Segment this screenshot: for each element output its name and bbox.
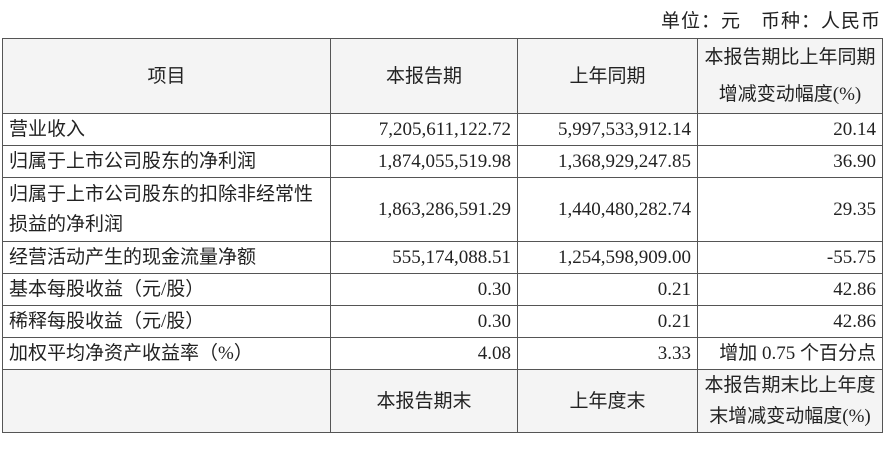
row-item: 营业收入 [2, 113, 331, 146]
table-row: 归属于上市公司股东的净利润 1,874,055,519.98 1,368,929… [2, 145, 883, 178]
row-change: 42.86 [697, 305, 883, 338]
unit-note: 单位：元 币种：人民币 [660, 11, 881, 32]
row-change: 20.14 [697, 113, 883, 146]
row-current: 4.08 [330, 337, 518, 370]
row-prior: 5,997,533,912.14 [517, 113, 698, 146]
footer-change: 本报告期末比上年度末增减变动幅度(%) [697, 369, 883, 433]
row-current: 0.30 [330, 305, 518, 338]
table-row: 基本每股收益（元/股） 0.30 0.21 42.86 [2, 273, 883, 306]
row-change: 42.86 [697, 273, 883, 306]
table-row: 经营活动产生的现金流量净额 555,174,088.51 1,254,598,9… [2, 241, 883, 274]
row-item: 经营活动产生的现金流量净额 [2, 241, 331, 274]
row-prior: 1,368,929,247.85 [517, 145, 698, 178]
row-item: 加权平均净资产收益率（%） [2, 337, 331, 370]
header-change: 本报告期比上年同期增减变动幅度(%) [697, 38, 883, 114]
table-row: 归属于上市公司股东的扣除非经常性损益的净利润 1,863,286,591.29 … [2, 177, 883, 242]
row-current: 555,174,088.51 [330, 241, 518, 274]
row-current: 1,863,286,591.29 [330, 177, 518, 242]
table-row: 营业收入 7,205,611,122.72 5,997,533,912.14 2… [2, 113, 883, 146]
row-current: 1,874,055,519.98 [330, 145, 518, 178]
row-prior: 0.21 [517, 305, 698, 338]
footer-prior: 上年度末 [517, 369, 698, 433]
row-change: 29.35 [697, 177, 883, 242]
row-change: -55.75 [697, 241, 883, 274]
table-row: 加权平均净资产收益率（%） 4.08 3.33 增加 0.75 个百分点 [2, 337, 883, 370]
table-row: 稀释每股收益（元/股） 0.30 0.21 42.86 [2, 305, 883, 338]
row-item: 基本每股收益（元/股） [2, 273, 331, 306]
period-end-header: 本报告期末 上年度末 本报告期末比上年度末增减变动幅度(%) [2, 369, 883, 433]
table-header: 项目 本报告期 上年同期 本报告期比上年同期增减变动幅度(%) [2, 38, 883, 114]
row-prior: 1,254,598,909.00 [517, 241, 698, 274]
row-prior: 1,440,480,282.74 [517, 177, 698, 242]
row-current: 0.30 [330, 273, 518, 306]
footer-current: 本报告期末 [330, 369, 518, 433]
header-prior: 上年同期 [517, 38, 698, 114]
row-prior: 0.21 [517, 273, 698, 306]
row-change: 增加 0.75 个百分点 [697, 337, 883, 370]
row-item: 归属于上市公司股东的扣除非经常性损益的净利润 [2, 177, 331, 242]
row-item: 稀释每股收益（元/股） [2, 305, 331, 338]
row-change: 36.90 [697, 145, 883, 178]
row-prior: 3.33 [517, 337, 698, 370]
row-current: 7,205,611,122.72 [330, 113, 518, 146]
financial-table: 项目 本报告期 上年同期 本报告期比上年同期增减变动幅度(%) 营业收入 7,2… [2, 38, 883, 433]
footer-item [2, 369, 331, 433]
header-item: 项目 [2, 38, 331, 114]
header-current: 本报告期 [330, 38, 518, 114]
row-item: 归属于上市公司股东的净利润 [2, 145, 331, 178]
